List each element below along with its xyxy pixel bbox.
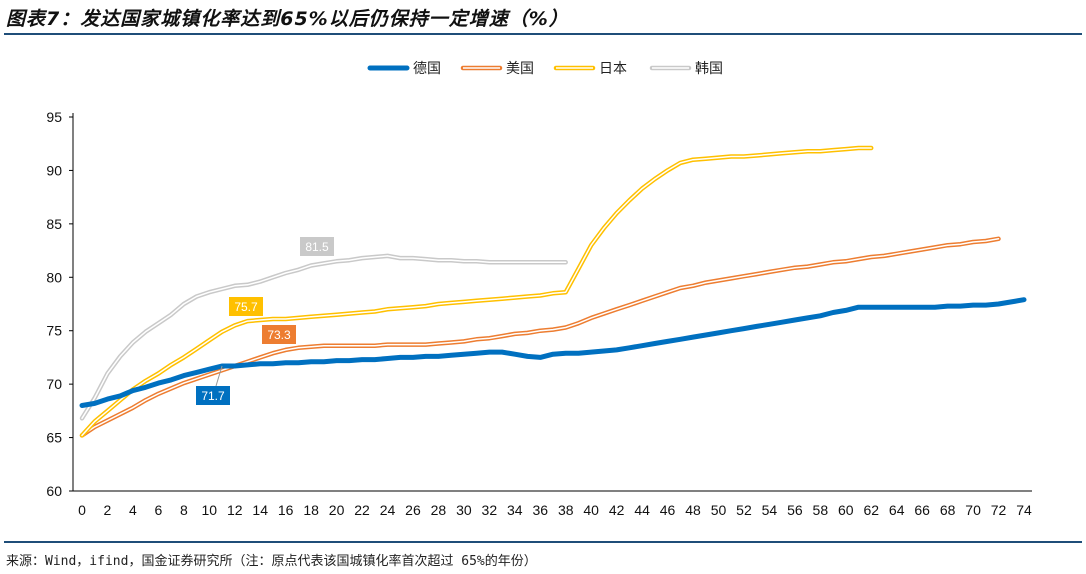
x-tick-label: 22 — [354, 502, 370, 518]
x-tick-label: 16 — [278, 502, 294, 518]
x-tick-label: 18 — [303, 502, 319, 518]
x-tick-label: 62 — [863, 502, 879, 518]
x-tick-label: 66 — [914, 502, 930, 518]
chart-title: 图表7：发达国家城镇化率达到65%以后仍保持一定增速（%） — [6, 8, 569, 30]
x-tick-label: 28 — [431, 502, 447, 518]
legend-label: 日本 — [599, 61, 627, 77]
x-tick-label: 6 — [154, 502, 162, 518]
y-tick-label: 95 — [46, 109, 62, 125]
y-tick-label: 80 — [46, 269, 62, 285]
x-tick-label: 48 — [685, 502, 701, 518]
x-tick-label: 20 — [329, 502, 345, 518]
x-tick-label: 40 — [583, 502, 599, 518]
annotation-label: 75.7 — [234, 300, 258, 314]
annotation-box — [229, 297, 263, 316]
x-tick-label: 12 — [227, 502, 243, 518]
x-tick-label: 54 — [762, 502, 778, 518]
y-tick-label: 85 — [46, 216, 62, 232]
x-tick-label: 36 — [532, 502, 548, 518]
x-tick-label: 2 — [104, 502, 112, 518]
annotation-box — [196, 386, 230, 405]
legend-label: 美国 — [506, 61, 534, 77]
x-tick-label: 52 — [736, 502, 752, 518]
legend-item: 韩国 — [649, 61, 723, 77]
x-tick-label: 64 — [889, 502, 905, 518]
x-tick-label: 26 — [405, 502, 421, 518]
series-line-inner — [81, 255, 567, 420]
x-tick-label: 32 — [482, 502, 498, 518]
y-tick-label: 60 — [46, 483, 62, 499]
legend-label: 德国 — [413, 61, 441, 77]
x-tick-label: 10 — [202, 502, 218, 518]
x-tick-label: 42 — [609, 502, 625, 518]
source-divider — [4, 541, 1082, 543]
x-tick-label: 24 — [380, 502, 396, 518]
x-tick-label: 14 — [252, 502, 268, 518]
legend-label: 韩国 — [695, 61, 723, 77]
y-tick-label: 65 — [46, 430, 62, 446]
annotation-box — [300, 237, 334, 256]
x-tick-label: 74 — [1016, 502, 1032, 518]
x-tick-label: 58 — [813, 502, 829, 518]
series-usa — [79, 236, 1001, 438]
y-tick-label: 90 — [46, 162, 62, 178]
x-tick-label: 50 — [711, 502, 727, 518]
x-tick-label: 34 — [507, 502, 523, 518]
annotation-label: 71.7 — [201, 389, 225, 403]
series-japan — [79, 145, 874, 438]
annotation-label: 73.3 — [267, 328, 291, 342]
series-line — [79, 236, 1001, 438]
y-tick-label: 75 — [46, 323, 62, 339]
source-note: 来源：Wind，ifind，国金证券研究所（注：原点代表该国城镇化率首次超过 6… — [6, 554, 537, 569]
legend-item: 日本 — [553, 61, 627, 77]
x-tick-label: 44 — [634, 502, 650, 518]
annotation-leader — [215, 365, 223, 387]
x-tick-label: 4 — [129, 502, 137, 518]
annotation-box — [262, 325, 296, 344]
x-tick-label: 8 — [180, 502, 188, 518]
series-line — [79, 297, 1027, 408]
x-tick-label: 72 — [991, 502, 1007, 518]
x-tick-label: 46 — [660, 502, 676, 518]
legend-item: 美国 — [460, 61, 534, 77]
legend-item: 德国 — [367, 61, 441, 77]
series-line-inner — [81, 238, 1000, 437]
x-tick-label: 68 — [940, 502, 956, 518]
x-tick-label: 70 — [965, 502, 981, 518]
y-tick-label: 70 — [46, 376, 62, 392]
x-tick-label: 60 — [838, 502, 854, 518]
x-tick-label: 56 — [787, 502, 803, 518]
annotation-label: 81.5 — [305, 240, 329, 254]
series-germany — [79, 297, 1027, 408]
title-divider — [4, 33, 1082, 35]
series-line-inner — [81, 147, 872, 437]
x-tick-label: 30 — [456, 502, 472, 518]
series-korea — [79, 253, 568, 421]
x-tick-label: 38 — [558, 502, 574, 518]
x-tick-label: 0 — [78, 502, 86, 518]
